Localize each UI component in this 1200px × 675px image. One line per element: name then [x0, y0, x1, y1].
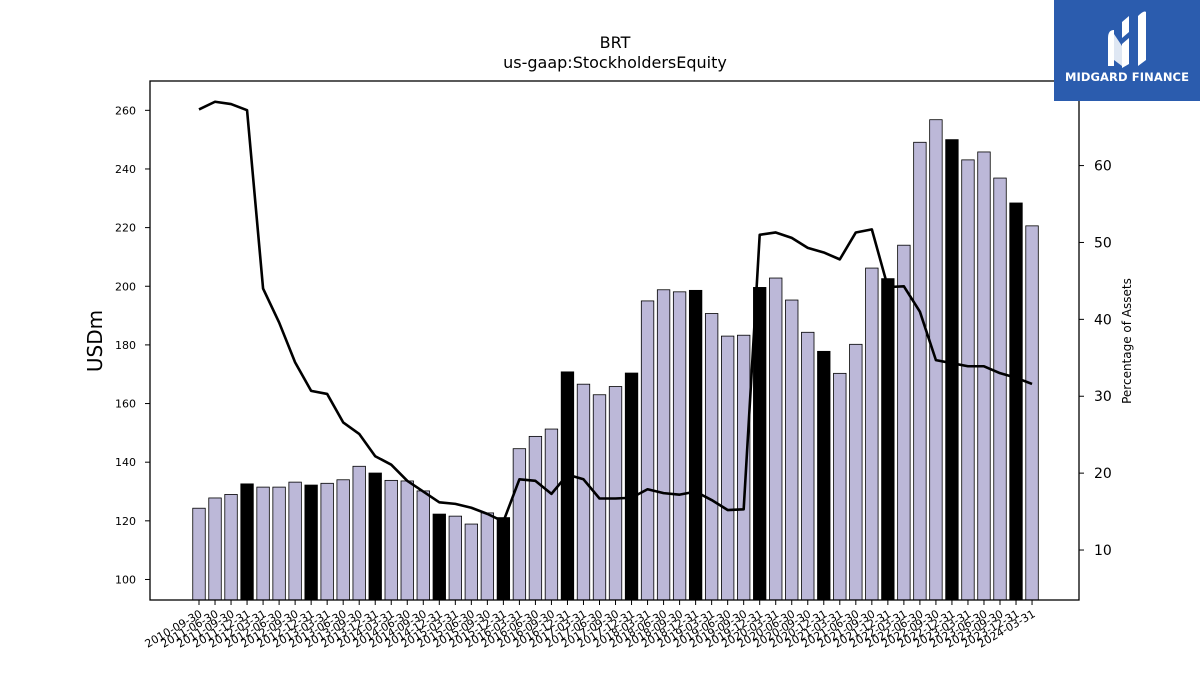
bar-series — [192, 119, 1039, 601]
y2-tick-label: 30 — [1094, 389, 1112, 405]
bar — [672, 291, 687, 601]
bar — [704, 313, 719, 601]
y-tick-label: 240 — [115, 163, 136, 176]
bar — [224, 494, 238, 601]
y2-tick-label: 20 — [1094, 466, 1112, 482]
bar — [881, 278, 895, 601]
bar — [608, 386, 623, 601]
y-tick-label: 260 — [115, 104, 136, 117]
bar — [897, 244, 911, 601]
bar — [320, 482, 334, 601]
y-tick-label: 100 — [115, 573, 136, 586]
bar — [769, 277, 783, 601]
bar — [288, 481, 302, 601]
bar — [753, 287, 767, 601]
bar — [432, 513, 446, 601]
y2-tick-label: 50 — [1094, 235, 1112, 251]
y-tick-label: 220 — [115, 222, 136, 235]
bar — [913, 141, 927, 601]
y2-tick-label: 60 — [1094, 159, 1112, 175]
y-tick-label: 120 — [115, 515, 136, 528]
chart-title: BRT — [600, 33, 631, 52]
bar — [416, 490, 430, 601]
bar — [400, 480, 414, 601]
chart-subtitle: us-gaap:StockholdersEquity — [503, 53, 727, 72]
y-axis-right: 10 20 30 40 50 60 — [1079, 159, 1112, 559]
bar — [656, 289, 671, 601]
y-axis-left: 100 120 140 160 180 200 220 240 260 — [115, 104, 150, 586]
bar — [801, 331, 815, 601]
bar — [208, 497, 222, 601]
pct-assets-line-series — [198, 100, 1033, 523]
bar — [737, 334, 751, 601]
y-tick-label: 160 — [115, 398, 136, 411]
bar — [1009, 202, 1023, 601]
bar — [640, 300, 655, 601]
plot-frame — [149, 80, 1080, 601]
bar — [528, 435, 543, 601]
bar — [993, 177, 1007, 601]
y2-tick-label: 40 — [1094, 312, 1112, 328]
bar — [624, 372, 639, 601]
bar — [560, 371, 575, 601]
bar — [352, 465, 366, 601]
bar — [336, 479, 350, 601]
y-tick-label: 140 — [115, 456, 136, 469]
pct-assets-line — [198, 100, 1033, 523]
bar — [688, 289, 703, 601]
bar — [192, 507, 206, 601]
bar — [464, 523, 478, 601]
bar — [961, 159, 975, 601]
bar — [785, 299, 799, 601]
bar — [721, 335, 735, 601]
bar — [512, 448, 527, 601]
bar — [304, 484, 318, 601]
midgard-finance-logo: MIDGARD FINANCE — [1054, 0, 1200, 101]
bar — [448, 515, 462, 601]
midgard-logo-icon — [1108, 11, 1146, 68]
bar — [240, 483, 254, 601]
bar — [865, 267, 879, 601]
bar — [256, 486, 270, 601]
bar — [1025, 225, 1039, 601]
y-tick-label: 200 — [115, 280, 136, 293]
y-tick-label: 180 — [115, 339, 136, 352]
bar — [817, 350, 831, 601]
bar — [272, 486, 286, 601]
bar — [849, 343, 863, 601]
logo-text: MIDGARD FINANCE — [1064, 70, 1190, 84]
bar — [480, 512, 495, 601]
bar — [368, 472, 382, 601]
y-axis-label: USDm — [83, 310, 107, 372]
y2-axis-label: Percentage of Assets — [1120, 278, 1134, 404]
x-axis: 2010-09-302011-06-302011-09-302011-12-31… — [143, 600, 1038, 651]
bar — [977, 151, 991, 601]
bar — [576, 383, 591, 601]
bar — [496, 517, 511, 601]
bar — [833, 372, 847, 601]
y2-tick-label: 10 — [1094, 543, 1112, 559]
bar — [945, 139, 959, 601]
bar — [384, 479, 398, 601]
bar — [544, 428, 559, 601]
